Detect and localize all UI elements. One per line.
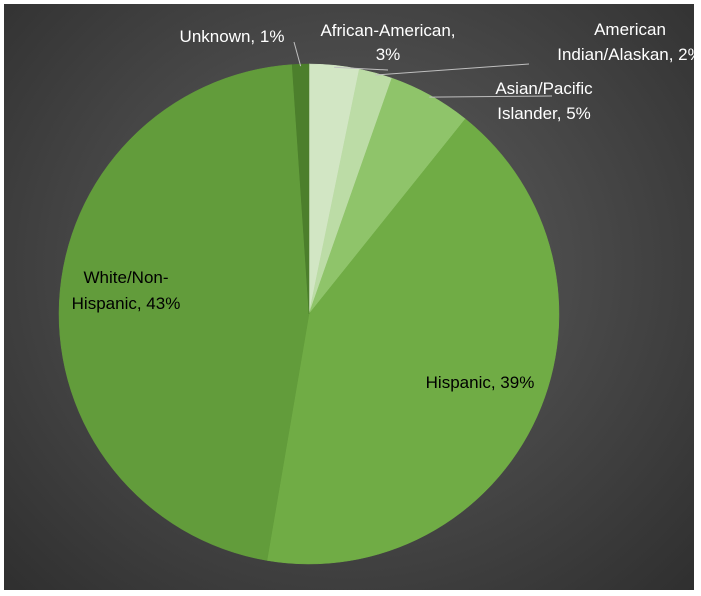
slice-label-unknown: Unknown, 1% (180, 27, 285, 46)
leader-line-american-indian-alaskan (375, 63, 530, 76)
pie-slice-white-non-hispanic (58, 64, 310, 561)
pie-slice-hispanic (266, 118, 560, 565)
leader-line-african-american (334, 66, 389, 71)
leader-line-asian-pacific-islander (429, 95, 553, 98)
slice-label-american-indian-alaskan: American Indian/Alaskan, 2% (557, 20, 694, 64)
pie-chart: African-American, 3% American Indian/Alaska… (4, 4, 694, 590)
slice-label-hispanic: Hispanic, 39% (426, 373, 535, 392)
slice-label-asian-pacific-islander: Asian/Pacific Islander, 5% (495, 79, 593, 123)
slice-label-african-american: African-American, 3% (320, 21, 455, 64)
slice-label-white-non-hispanic: White/Non-Hispanic, 43% (72, 268, 181, 313)
leader-line-unknown (293, 41, 302, 67)
pie-plot: African-American, 3% American Indian/Alaska… (58, 20, 694, 565)
